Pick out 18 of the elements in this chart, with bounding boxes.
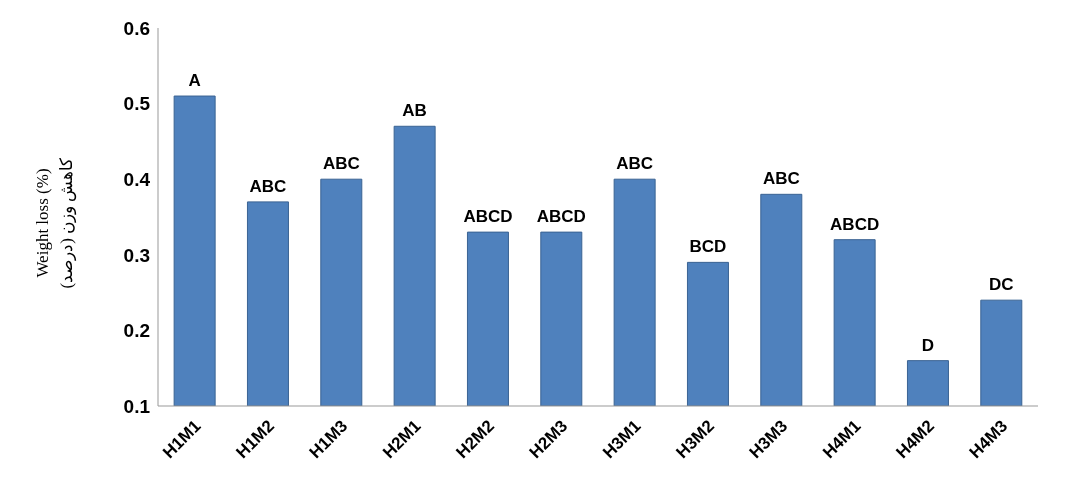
data-label: ABC xyxy=(616,154,654,174)
data-label: ABCD xyxy=(830,214,880,234)
y-tick-label: 0.4 xyxy=(123,168,151,190)
data-label: ABC xyxy=(322,154,360,174)
y-tick-label: 0.6 xyxy=(123,17,150,39)
data-label: BCD xyxy=(689,237,727,257)
data-label: AB xyxy=(402,101,427,121)
y-tick-label: 0.5 xyxy=(123,93,151,115)
y-tick-label: 0.3 xyxy=(123,244,150,266)
data-label: DC xyxy=(989,275,1014,295)
data-label: ABC xyxy=(249,176,287,196)
data-label: ABC xyxy=(762,169,800,189)
y-tick-label: 0.1 xyxy=(123,395,151,417)
y-tick-label: 0.2 xyxy=(123,320,150,342)
data-label: ABCD xyxy=(536,207,586,227)
data-label: A xyxy=(188,71,201,91)
data-label: ABCD xyxy=(463,207,513,227)
data-label: D xyxy=(921,335,935,355)
